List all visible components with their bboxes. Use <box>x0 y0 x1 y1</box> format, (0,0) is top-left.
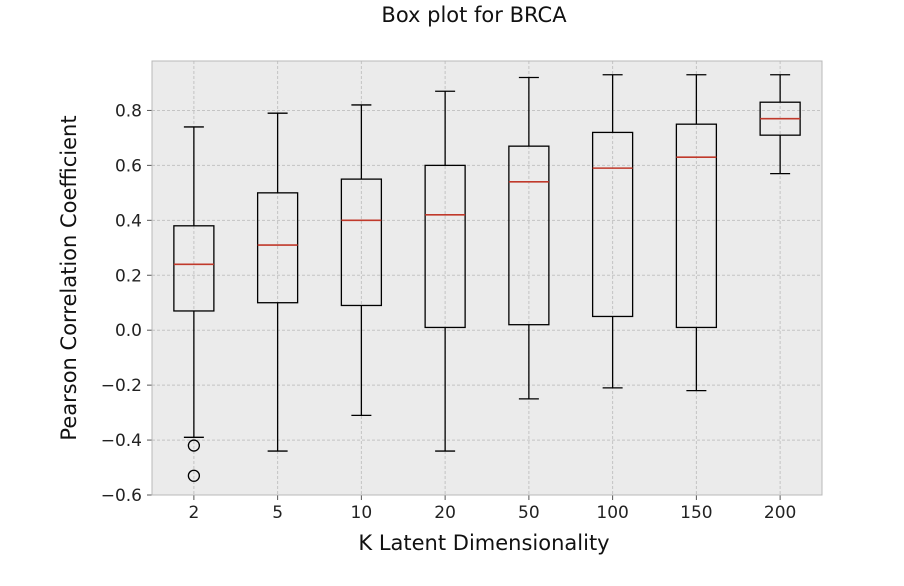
outlier-point <box>187 439 201 452</box>
x-tick-label: 150 <box>680 503 712 523</box>
box-body <box>508 145 550 326</box>
box-100 <box>591 74 634 389</box>
y-tick-label: 0.8 <box>115 101 142 121</box>
box-body <box>675 123 718 329</box>
box-150 <box>675 74 718 392</box>
box-50 <box>508 76 550 400</box>
y-tick-label: 0.6 <box>115 156 142 176</box>
chart-title: Box plot for BRCA <box>381 3 567 27</box>
box-body <box>340 178 383 307</box>
y-tick-label: −0.4 <box>101 431 142 451</box>
plot-frame <box>151 60 823 496</box>
x-axis: 2 5 10 20 50 100 150 200 <box>188 495 796 523</box>
x-tick-label: 20 <box>434 503 456 523</box>
box-200 <box>759 74 801 175</box>
plot-area <box>152 61 822 495</box>
y-tick-label: 0.4 <box>115 211 142 231</box>
x-tick-label: 2 <box>188 503 199 523</box>
outlier-point <box>187 469 201 482</box>
box-10 <box>340 104 383 416</box>
x-tick-label: 10 <box>351 503 373 523</box>
box-body <box>256 192 299 304</box>
x-tick-label: 200 <box>764 503 796 523</box>
x-axis-title: K Latent Dimensionality <box>358 531 609 555</box>
box-5 <box>256 112 299 452</box>
box-body <box>591 131 634 318</box>
box-body <box>424 164 466 329</box>
box-2 <box>173 126 215 482</box>
y-tick-label: 0.0 <box>115 321 142 341</box>
y-axis: −0.6 −0.4 −0.2 0.0 0.2 0.4 0.6 0.8 <box>101 101 152 506</box>
boxes <box>173 74 801 482</box>
x-tick-label: 100 <box>596 503 628 523</box>
box-body <box>173 225 215 312</box>
y-axis-title: Pearson Correlation Coefficient <box>57 115 81 440</box>
x-tick-label: 5 <box>272 503 283 523</box>
y-tick-label: −0.6 <box>101 486 142 506</box>
y-tick-label: 0.2 <box>115 266 142 286</box>
box-20 <box>424 90 466 452</box>
y-tick-label: −0.2 <box>101 376 142 396</box>
x-tick-label: 50 <box>518 503 540 523</box>
